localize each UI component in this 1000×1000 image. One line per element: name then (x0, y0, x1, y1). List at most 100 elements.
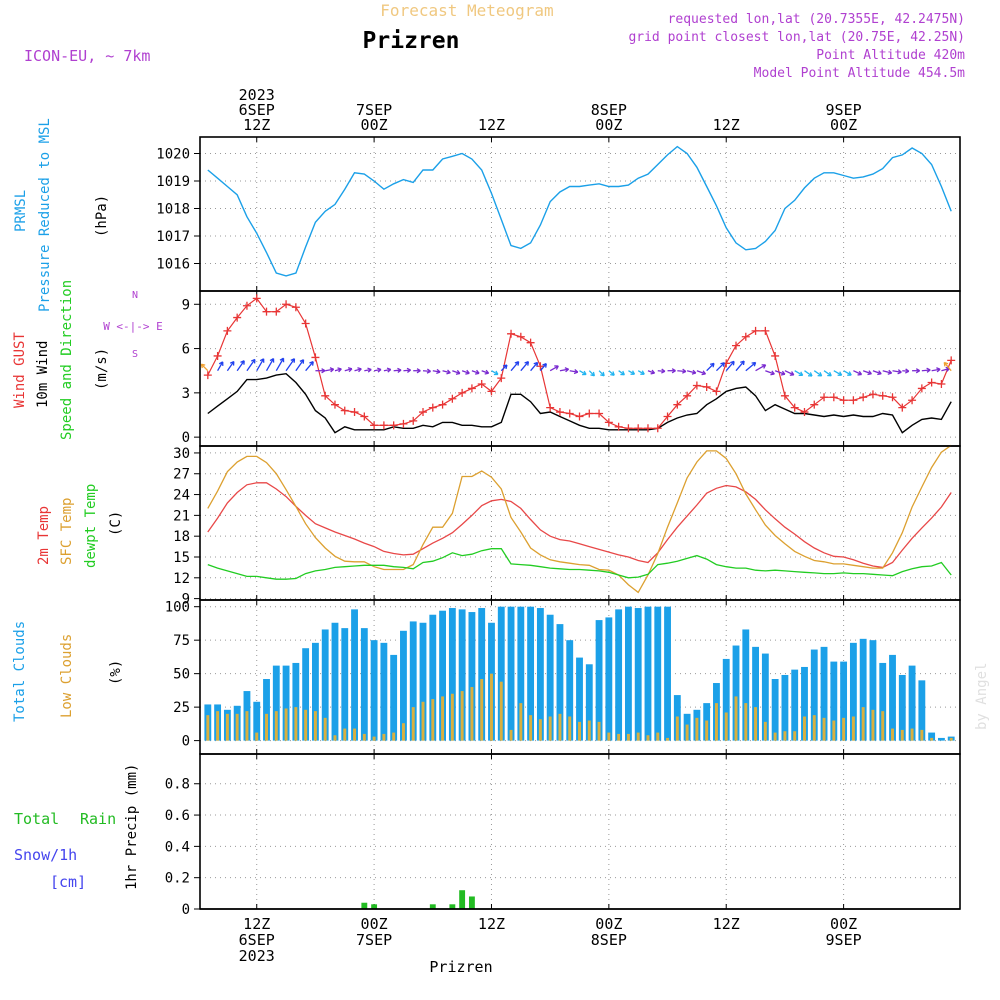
wind-direction-arrow (579, 370, 587, 376)
wind-direction-arrow (246, 359, 256, 372)
low-cloud-bar (812, 715, 816, 741)
gust-marker (233, 313, 242, 322)
wind-arrow-head (446, 369, 451, 375)
wind-arrow-head (436, 368, 441, 375)
gust-marker (516, 332, 525, 341)
low-cloud-bar (450, 693, 454, 741)
wind-panel: 0 3 6 9 (182, 290, 961, 447)
wind-arrow-head (582, 370, 587, 376)
temperature-panel: 9 12 15 18 21 24 27 30 (173, 444, 961, 608)
bottom-time-label: 00Z (830, 915, 857, 933)
y-tick-label: 9 (182, 592, 190, 608)
top-time-label: 12Z (243, 116, 270, 134)
low-cloud-bar (304, 709, 308, 741)
top-time-label: 12Z (478, 116, 505, 134)
y-tick-label: 12 (173, 571, 190, 587)
total-cloud-bar (752, 646, 759, 741)
wind-direction-arrow (305, 361, 314, 372)
wind-arrow-head (573, 369, 579, 375)
low-cloud-bar (861, 707, 865, 741)
wind-arrow-head (730, 360, 735, 366)
total-cloud-bar (781, 674, 789, 741)
gust-marker (301, 319, 310, 328)
wind-arrow-head (524, 361, 530, 366)
bottom-time-label: 6SEP (239, 931, 275, 949)
low-cloud-bar (265, 713, 268, 741)
gust-marker (712, 387, 721, 396)
total-cloud-bar (742, 629, 750, 741)
pressure-label-desc: Pressure Reduced to MSL (37, 118, 53, 312)
wind-direction-arrow (921, 369, 931, 372)
low-cloud-bar (617, 733, 621, 741)
wind-arrow-head (406, 367, 412, 373)
gust-marker (663, 412, 672, 421)
total-cloud-bar (527, 606, 535, 741)
wind-10m-label: 10m Wind (35, 341, 51, 408)
gust-marker (595, 409, 604, 418)
total-cloud-bar (722, 658, 730, 741)
y-tick-label: 0.4 (165, 839, 190, 855)
total-cloud-bar (879, 662, 887, 741)
wind-direction-arrow (784, 370, 795, 376)
temp-sfc-series-line (207, 444, 952, 594)
precip-snow-unit: [cm] (50, 873, 86, 891)
gridpoint-lonlat: grid point closest lon,lat (20.75E, 42.2… (628, 30, 965, 45)
total-cloud-bar (566, 640, 574, 741)
gust-marker (820, 393, 829, 402)
wind-arrow-head (740, 360, 745, 366)
bottom-time-label: 00Z (595, 915, 622, 933)
wind-arrow-head (943, 361, 949, 367)
total-cloud-bar (439, 610, 446, 741)
wind-arrow-head (309, 361, 314, 366)
wind-direction-arrow (236, 360, 245, 372)
total-cloud-bar (321, 629, 329, 741)
y-tick-label: 1016 (156, 257, 190, 273)
y-tick-label: 25 (173, 700, 190, 716)
total-cloud-bar (664, 606, 671, 741)
wind-arrow-head (847, 371, 852, 376)
gust-marker (614, 422, 623, 431)
wind-direction-arrow (559, 368, 569, 372)
y-tick-label: 9 (182, 297, 190, 313)
gust-marker (370, 421, 379, 430)
gust-marker (868, 390, 877, 399)
wind-direction-arrow (794, 370, 803, 376)
wind-direction-arrow (892, 370, 902, 373)
wind-direction-arrow (872, 370, 882, 375)
wind-direction-arrow (539, 363, 547, 372)
wind-direction-arrow (823, 370, 832, 377)
total-cloud-bar (360, 628, 368, 741)
low-cloud-bar (724, 712, 728, 741)
precip-bar (459, 890, 466, 909)
gust-marker (262, 307, 271, 316)
total-cloud-bar (517, 606, 525, 741)
wind-arrow-head (542, 363, 547, 368)
low-cloud-bar (881, 711, 885, 741)
model-altitude: Model Point Altitude 454.5m (754, 66, 965, 81)
temp-2m-series-line (207, 482, 952, 569)
low-cloud-bar (274, 711, 278, 741)
wind-arrow-head (915, 368, 921, 374)
clouds-unit: (%) (108, 660, 124, 685)
wind-direction-arrow (422, 370, 431, 373)
wind-arrow-head (357, 367, 362, 373)
gust-marker (732, 341, 741, 350)
low-cloud-bar (382, 733, 386, 741)
total-cloud-bar (253, 701, 261, 741)
gust-marker (487, 387, 496, 396)
wind-arrow-head (877, 370, 882, 376)
low-cloud-bar (626, 733, 630, 741)
wind-arrow-head (475, 369, 480, 375)
low-cloud-bar (558, 713, 562, 741)
total-cloud-bar (801, 666, 808, 741)
wind-arrow-head (691, 369, 697, 375)
total-cloud-bar (263, 679, 270, 741)
low-cloud-bar (734, 696, 738, 741)
gust-marker (448, 394, 457, 403)
wind-arrow-head (250, 358, 256, 364)
low-cloud-bar (323, 717, 327, 741)
total-cloud-bar (849, 642, 857, 741)
wind-direction-arrow (941, 367, 950, 372)
gust-marker (575, 412, 584, 421)
wind-arrow-head (701, 370, 707, 376)
